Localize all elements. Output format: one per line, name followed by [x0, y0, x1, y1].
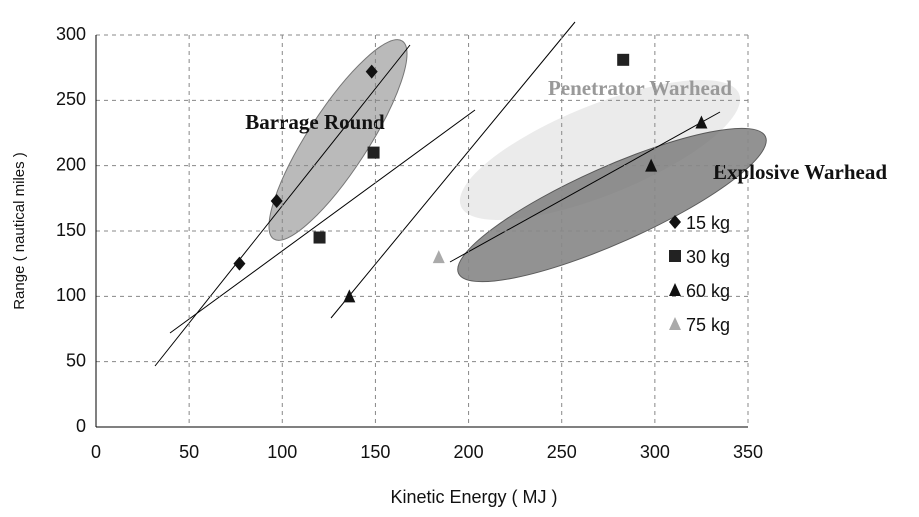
x-axis-title: Kinetic Energy ( MJ ) — [390, 487, 557, 507]
data-point — [313, 231, 326, 244]
y-tick-label: 50 — [66, 350, 86, 370]
explosive-region — [457, 127, 767, 283]
y-tick-label: 250 — [56, 89, 86, 109]
data-point — [233, 256, 246, 271]
y-tick-label: 300 — [56, 24, 86, 44]
y-tick-label: 150 — [56, 220, 86, 240]
x-tick-label: 0 — [91, 442, 101, 462]
data-point — [365, 64, 378, 79]
data-point — [367, 146, 380, 159]
x-tick-label: 250 — [547, 442, 577, 462]
x-tick-label: 350 — [733, 442, 763, 462]
data-point — [432, 250, 445, 264]
data-point — [645, 158, 658, 172]
data-point — [617, 53, 630, 66]
legend-label: 60 kg — [686, 281, 730, 301]
legend-marker — [669, 215, 681, 229]
y-tick-label: 100 — [56, 285, 86, 305]
annotation: Explosive Warhead — [713, 160, 887, 184]
legend-label: 15 kg — [686, 213, 730, 233]
legend-label: 30 kg — [686, 247, 730, 267]
trend-line — [449, 111, 721, 263]
data-point — [270, 193, 283, 208]
y-tick-label: 200 — [56, 154, 86, 174]
legend-marker — [669, 250, 681, 262]
legend-label: 75 kg — [686, 315, 730, 335]
x-tick-label: 150 — [360, 442, 390, 462]
trend-line — [330, 21, 576, 319]
y-axis-title: Range ( nautical miles ) — [11, 152, 28, 310]
y-tick-label: 0 — [76, 416, 86, 436]
trend-line — [169, 109, 476, 334]
x-tick-label: 100 — [267, 442, 297, 462]
legend-marker — [669, 283, 681, 296]
x-tick-label: 50 — [179, 442, 199, 462]
x-tick-label: 300 — [640, 442, 670, 462]
decorations — [154, 21, 767, 367]
legend-marker — [669, 317, 681, 330]
barrage-region — [268, 39, 408, 241]
x-tick-label: 200 — [454, 442, 484, 462]
annotation: Barrage Round — [245, 110, 385, 134]
data-point — [695, 115, 708, 129]
annotation: Penetrator Warhead — [548, 76, 732, 100]
penetrator-region — [459, 80, 741, 220]
data-point — [343, 289, 356, 303]
